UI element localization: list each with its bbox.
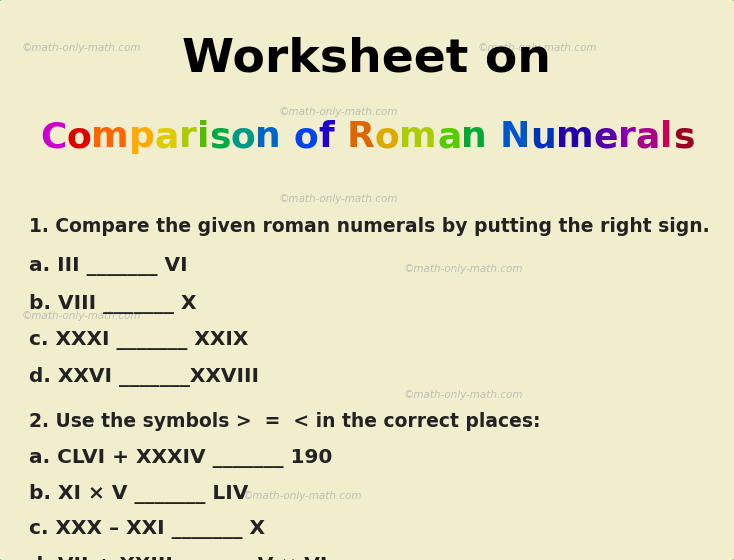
Text: a: a [154, 120, 179, 154]
Text: a: a [636, 120, 661, 154]
Text: ©math-only-math.com: ©math-only-math.com [22, 311, 142, 321]
Text: b. VIII _______ X: b. VIII _______ X [29, 293, 197, 314]
Text: m: m [556, 120, 594, 154]
Text: N: N [500, 120, 530, 154]
Text: 2. Use the symbols >  =  < in the correct places:: 2. Use the symbols > = < in the correct … [29, 412, 541, 431]
Text: ©math-only-math.com: ©math-only-math.com [242, 491, 362, 501]
Text: C: C [40, 120, 66, 154]
Text: ©math-only-math.com: ©math-only-math.com [279, 107, 399, 117]
Text: o: o [66, 120, 91, 154]
Text: d. XXVI _______XXVIII: d. XXVI _______XXVIII [29, 367, 259, 388]
Text: m: m [399, 120, 437, 154]
Text: o: o [294, 120, 319, 154]
Text: i: i [197, 120, 209, 154]
Text: Worksheet on: Worksheet on [183, 36, 551, 81]
Text: c. XXX – XXI _______ X: c. XXX – XXI _______ X [29, 520, 266, 539]
Text: o: o [374, 120, 399, 154]
Text: b. XI × V _______ LIV: b. XI × V _______ LIV [29, 484, 249, 504]
Text: e: e [594, 120, 618, 154]
Text: r: r [179, 120, 197, 154]
Text: p: p [128, 120, 154, 154]
Text: 1. Compare the given roman numerals by putting the right sign.: 1. Compare the given roman numerals by p… [29, 217, 710, 236]
Text: r: r [618, 120, 636, 154]
Text: a: a [437, 120, 462, 154]
Text: s: s [672, 120, 694, 154]
Text: ©math-only-math.com: ©math-only-math.com [22, 43, 142, 53]
Text: f: f [319, 120, 334, 154]
Text: ©math-only-math.com: ©math-only-math.com [404, 264, 523, 274]
Text: c. XXXI _______ XXIX: c. XXXI _______ XXIX [29, 331, 249, 350]
Text: l: l [661, 120, 672, 154]
Text: ©math-only-math.com: ©math-only-math.com [477, 43, 597, 53]
Text: m: m [91, 120, 128, 154]
Text: o: o [230, 120, 255, 154]
Text: R: R [346, 120, 374, 154]
Text: d. VII + XXIII _______ V × VI: d. VII + XXIII _______ V × VI [29, 556, 328, 560]
Text: a. CLVI + XXXIV _______ 190: a. CLVI + XXXIV _______ 190 [29, 449, 333, 468]
Text: u: u [530, 120, 556, 154]
Text: a. III _______ VI: a. III _______ VI [29, 256, 188, 276]
Text: ©math-only-math.com: ©math-only-math.com [279, 194, 399, 204]
Text: n: n [255, 120, 281, 154]
Text: s: s [209, 120, 230, 154]
Text: ©math-only-math.com: ©math-only-math.com [404, 390, 523, 400]
Text: n: n [462, 120, 487, 154]
